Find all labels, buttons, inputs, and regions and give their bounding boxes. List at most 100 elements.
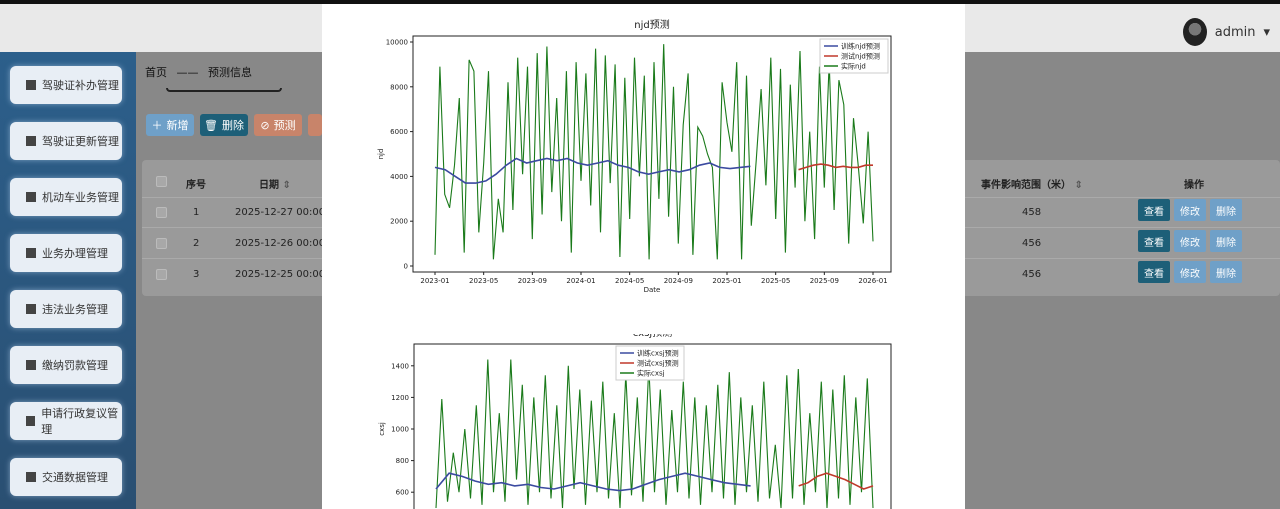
x-tick-label: 2025-01 [712, 277, 741, 285]
row-checkbox[interactable] [156, 269, 167, 280]
series-line-0 [435, 472, 751, 492]
edit-button[interactable]: 修改 [1174, 199, 1206, 221]
legend-label: 实际njd [841, 62, 866, 71]
sidebar-item-review[interactable]: 申请行政复议管理 [10, 402, 122, 440]
series-line-0 [434, 157, 751, 184]
list-icon [26, 248, 36, 258]
legend-label: 训练cxsj预测 [637, 349, 679, 358]
header-date[interactable]: 日期 ⇕ [259, 180, 291, 191]
y-tick-label: 600 [396, 489, 409, 497]
row-checkbox[interactable] [156, 207, 167, 218]
y-tick-label: 1200 [391, 394, 409, 402]
prediction-modal[interactable]: njd预测 0 2000 4000 6000 8000 10000 2023-01 2023-0… [322, 4, 965, 509]
chart-title: cxsj预测 [633, 334, 672, 339]
legend-label: 实际cxsj [637, 369, 665, 378]
sidebar: 驾驶证补办管理 驾驶证更新管理 机动车业务管理 业务办理管理 违法业务管理 缴纳… [0, 52, 136, 509]
chat-icon [26, 192, 36, 202]
x-tick-label: 2023-09 [518, 277, 547, 285]
sort-icon: ⇕ [282, 180, 291, 191]
cell-range: 458 [1022, 207, 1042, 218]
delete-button[interactable]: 🗑 删除 [200, 114, 248, 136]
extra-button[interactable] [308, 114, 322, 136]
row-delete-button[interactable]: 删除 [1210, 230, 1242, 252]
x-axis-label: Date [644, 286, 661, 294]
user-menu[interactable]: admin ▾ [1182, 18, 1270, 46]
x-tick-label: 2024-09 [664, 277, 693, 285]
y-tick-label: 2000 [390, 218, 408, 226]
view-button[interactable]: 查看 [1138, 199, 1170, 221]
cell-index: 1 [193, 207, 200, 218]
chart-title: njd预测 [634, 18, 669, 31]
plot-frame [412, 35, 892, 273]
sidebar-item-fines[interactable]: 缴纳罚款管理 [10, 346, 122, 384]
y-tick-label: 8000 [390, 83, 408, 91]
cell-index: 3 [193, 269, 200, 280]
trash-icon: 🗑 [204, 118, 218, 132]
edit-button[interactable]: 修改 [1174, 261, 1206, 283]
series-line-1 [798, 472, 874, 490]
legend-label: 测试njd预测 [841, 52, 880, 61]
grid-icon [26, 80, 36, 90]
y-tick-label: 800 [396, 457, 409, 465]
breadcrumb: 首页 —— 预测信息 [145, 64, 258, 80]
njd-chart: njd预测 0 2000 4000 6000 8000 10000 2023-01 2023-0… [377, 18, 892, 294]
sidebar-item-vehicle[interactable]: 机动车业务管理 [10, 178, 122, 216]
cell-range: 456 [1022, 269, 1042, 280]
grid-icon [26, 472, 36, 482]
plus-icon: ＋ [151, 119, 163, 132]
x-tick-label: 2025-05 [761, 277, 790, 285]
avatar[interactable] [1182, 18, 1207, 46]
cell-date: 2025-12-26 00:00:00 [235, 238, 342, 249]
cxsj-chart: cxsj预测 600 800 1000 1200 1400 cxsj 训练cxsj预测测试cx… [378, 334, 892, 509]
series-line-2 [435, 359, 874, 509]
x-tick-label: 2024-05 [615, 277, 644, 285]
cell-date: 2025-12-25 00:00:00 [235, 269, 342, 280]
y-axis-label: cxsj [378, 422, 386, 436]
header-ops: 操作 [1184, 180, 1204, 191]
caret-down-icon[interactable]: ▾ [1263, 24, 1270, 40]
sort-icon: ⇕ [1074, 180, 1083, 191]
sidebar-item-license-renewal[interactable]: 驾驶证更新管理 [10, 122, 122, 160]
header-range[interactable]: 事件影响范围（米） ⇕ [981, 180, 1083, 191]
cell-index: 2 [193, 238, 200, 249]
y-tick-label: 4000 [390, 173, 408, 181]
row-delete-button[interactable]: 删除 [1210, 261, 1242, 283]
select-all-checkbox[interactable] [156, 176, 167, 187]
view-button[interactable]: 查看 [1138, 230, 1170, 252]
filter-icon [26, 304, 36, 314]
sidebar-item-violation[interactable]: 违法业务管理 [10, 290, 122, 328]
grid-icon [26, 136, 36, 146]
cell-range: 456 [1022, 238, 1042, 249]
sidebar-item-license-reissue[interactable]: 驾驶证补办管理 [10, 66, 122, 104]
y-tick-label: 0 [404, 263, 408, 271]
breadcrumb-current: 预测信息 [208, 66, 252, 79]
x-tick-label: 2024-01 [566, 277, 595, 285]
bars-icon [26, 360, 36, 370]
y-axis-label: njd [377, 149, 385, 160]
predict-button[interactable]: ⊘ 预测 [254, 114, 302, 136]
bar-chart-icon [26, 416, 36, 426]
tab-underline [166, 88, 282, 92]
breadcrumb-separator: —— [176, 66, 199, 79]
username[interactable]: admin [1214, 24, 1256, 40]
x-tick-label: 2025-09 [810, 277, 839, 285]
legend-label: 测试cxsj预测 [637, 359, 679, 368]
edit-button[interactable]: 修改 [1174, 230, 1206, 252]
add-button[interactable]: ＋新增 [146, 114, 194, 136]
cell-date: 2025-12-27 00:00:00 [235, 207, 342, 218]
series-line-1 [798, 163, 873, 171]
header-index: 序号 [186, 180, 206, 191]
sidebar-item-traffic-data[interactable]: 交通数据管理 [10, 458, 122, 496]
x-tick-label: 2023-01 [420, 277, 449, 285]
legend-label: 训练njd预测 [841, 42, 880, 51]
breadcrumb-home[interactable]: 首页 [145, 66, 167, 79]
sidebar-item-business[interactable]: 业务办理管理 [10, 234, 122, 272]
view-button[interactable]: 查看 [1138, 261, 1170, 283]
series-line-2 [434, 44, 874, 260]
x-tick-label: 2023-05 [469, 277, 498, 285]
row-checkbox[interactable] [156, 238, 167, 249]
x-tick-label: 2026-01 [858, 277, 887, 285]
y-tick-label: 1000 [391, 426, 409, 434]
y-tick-label: 1400 [391, 362, 409, 370]
row-delete-button[interactable]: 删除 [1210, 199, 1242, 221]
